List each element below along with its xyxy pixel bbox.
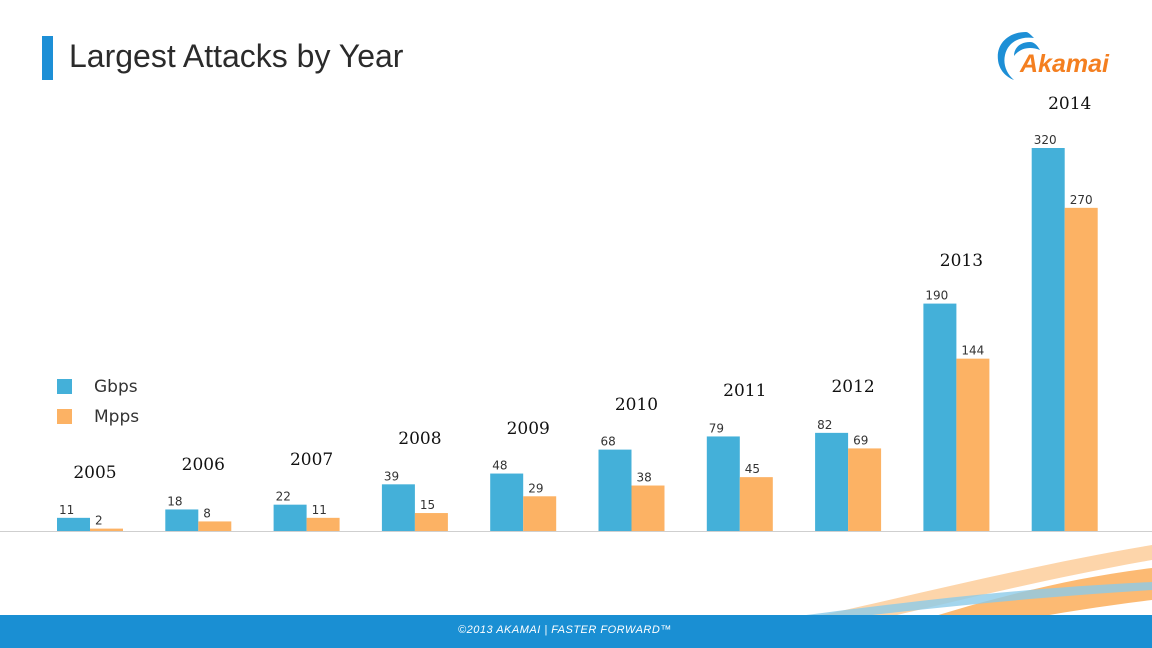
data-label-mpps-2013: 144 [961, 344, 984, 358]
bar-gbps-2007 [273, 504, 307, 531]
bar-mpps-2009 [523, 496, 557, 531]
data-label-mpps-2014: 270 [1070, 193, 1093, 207]
bar-mpps-2012 [848, 448, 882, 531]
bar-gbps-2006 [165, 509, 199, 531]
title-accent-bar [42, 36, 53, 80]
category-label-2005: 2005 [73, 463, 116, 483]
category-label-2013: 2013 [940, 251, 983, 271]
data-label-mpps-2011: 45 [745, 462, 760, 476]
data-label-mpps-2010: 38 [637, 471, 652, 485]
svg-text:Akamai: Akamai [1019, 50, 1110, 78]
category-label-2012: 2012 [831, 377, 874, 397]
category-label-2014: 2014 [1048, 94, 1091, 114]
category-label-2010: 2010 [615, 395, 658, 415]
data-label-mpps-2005: 2 [95, 514, 103, 528]
category-label-2006: 2006 [182, 455, 225, 475]
footer-copyright: ©2013 AKAMAI | FASTER FORWARD™ [458, 624, 672, 636]
data-label-mpps-2007: 11 [312, 503, 327, 517]
category-label-2009: 2009 [507, 419, 550, 439]
legend-item-gbps: Gbps [57, 377, 197, 401]
category-label-2011: 2011 [723, 381, 766, 401]
bar-gbps-2009 [490, 473, 524, 531]
data-label-gbps-2011: 79 [709, 421, 724, 435]
bar-gbps-2005 [57, 517, 90, 531]
legend-swatch-gbps [57, 379, 72, 394]
data-label-gbps-2005: 11 [59, 503, 74, 517]
bar-gbps-2012 [815, 432, 849, 531]
akamai-logo: Akamai [997, 32, 1110, 80]
data-label-gbps-2013: 190 [925, 289, 948, 303]
bar-gbps-2011 [706, 436, 740, 531]
legend-item-mpps: Mpps [57, 407, 197, 431]
bar-gbps-2013 [923, 303, 957, 531]
data-label-mpps-2008: 15 [420, 498, 435, 512]
legend-label-gbps: Gbps [94, 377, 138, 397]
legend-label-mpps: Mpps [94, 407, 140, 427]
data-label-gbps-2012: 82 [817, 418, 832, 432]
bar-mpps-2005 [90, 528, 123, 531]
bar-mpps-2013 [956, 358, 990, 531]
bar-mpps-2011 [739, 477, 773, 531]
data-label-gbps-2009: 48 [492, 459, 507, 473]
data-label-mpps-2009: 29 [528, 481, 543, 495]
legend-swatch-mpps [57, 409, 72, 424]
bar-gbps-2008 [381, 484, 415, 531]
bar-mpps-2006 [198, 521, 232, 531]
page-title: Largest Attacks by Year [69, 38, 404, 74]
bar-mpps-2007 [306, 517, 340, 531]
footer-bar [0, 615, 1152, 648]
data-label-gbps-2007: 22 [276, 490, 291, 504]
data-label-gbps-2008: 39 [384, 469, 399, 483]
data-label-gbps-2010: 68 [601, 435, 616, 449]
bar-mpps-2008 [414, 513, 448, 531]
category-label-2007: 2007 [290, 450, 333, 470]
data-label-mpps-2012: 69 [853, 433, 868, 447]
data-label-gbps-2006: 18 [167, 494, 182, 508]
bar-gbps-2010 [598, 449, 632, 531]
data-label-gbps-2014: 320 [1034, 133, 1057, 147]
category-label-2008: 2008 [398, 429, 441, 449]
bar-mpps-2010 [631, 485, 665, 531]
data-label-mpps-2006: 8 [203, 506, 211, 520]
bar-mpps-2014 [1064, 207, 1098, 531]
bar-gbps-2014 [1031, 148, 1065, 531]
